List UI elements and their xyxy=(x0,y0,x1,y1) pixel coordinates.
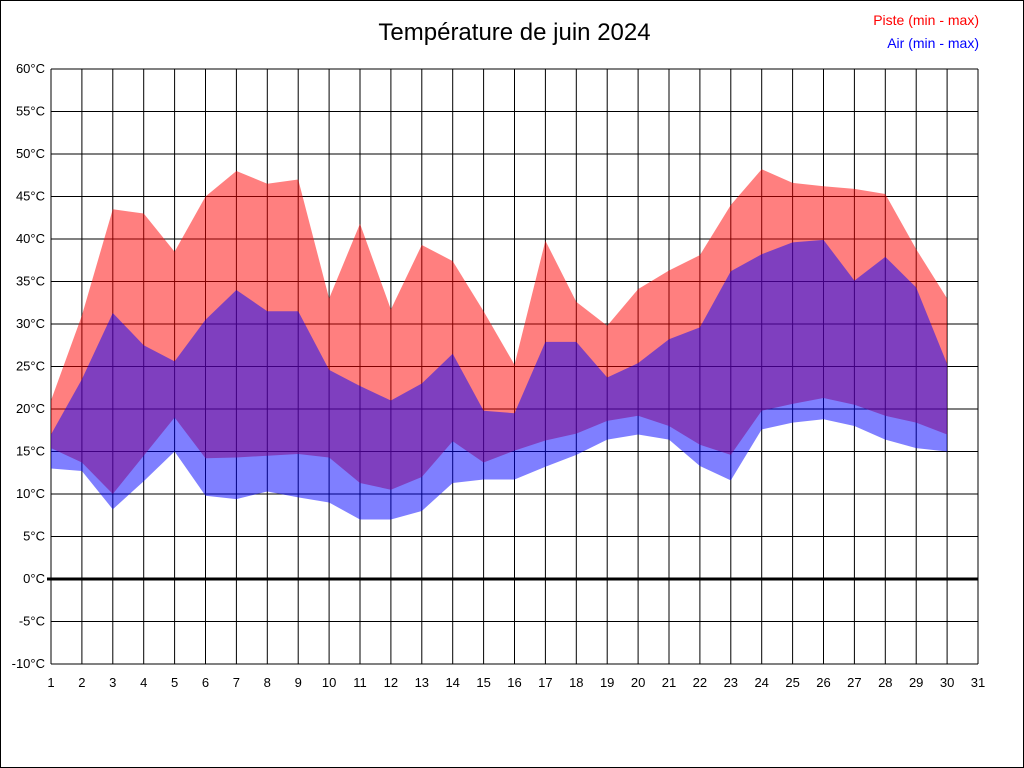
svg-text:11: 11 xyxy=(353,675,367,690)
svg-text:26: 26 xyxy=(816,675,830,690)
svg-text:13: 13 xyxy=(415,675,429,690)
svg-text:22: 22 xyxy=(693,675,707,690)
chart-title: Température de juin 2024 xyxy=(378,19,651,46)
svg-text:25: 25 xyxy=(785,675,799,690)
svg-text:10°C: 10°C xyxy=(16,486,45,501)
svg-text:-5°C: -5°C xyxy=(19,614,45,629)
svg-text:15°C: 15°C xyxy=(16,444,45,459)
svg-text:0°C: 0°C xyxy=(23,571,45,586)
svg-text:4: 4 xyxy=(140,675,147,690)
svg-text:20°C: 20°C xyxy=(16,401,45,416)
svg-text:1: 1 xyxy=(47,675,54,690)
svg-text:18: 18 xyxy=(569,675,583,690)
svg-text:31: 31 xyxy=(971,675,985,690)
svg-text:12: 12 xyxy=(384,675,398,690)
air-band xyxy=(51,239,948,520)
legend-entry-air: Air (min - max) xyxy=(887,35,979,51)
svg-text:29: 29 xyxy=(909,675,923,690)
svg-text:55°C: 55°C xyxy=(16,104,45,119)
y-axis-labels: 60°C 55°C 50°C 45°C 40°C 35°C 30°C 25°C 20°C 15°C… xyxy=(12,61,45,671)
svg-text:16: 16 xyxy=(507,675,521,690)
svg-text:10: 10 xyxy=(322,675,336,690)
x-axis-labels: 1 2 3 4 5 6 7 8 9 10 11 12 13 14 15 16 17 18 19 20 21 22 23 24 2… xyxy=(47,675,985,690)
svg-text:9: 9 xyxy=(295,675,302,690)
legend-entry-piste: Piste (min - max) xyxy=(873,12,979,28)
svg-text:14: 14 xyxy=(445,675,459,690)
svg-text:19: 19 xyxy=(600,675,614,690)
svg-text:15: 15 xyxy=(476,675,490,690)
svg-text:5°C: 5°C xyxy=(23,529,45,544)
svg-text:23: 23 xyxy=(724,675,738,690)
svg-text:17: 17 xyxy=(538,675,552,690)
svg-text:5: 5 xyxy=(171,675,178,690)
svg-text:24: 24 xyxy=(754,675,768,690)
svg-text:21: 21 xyxy=(662,675,676,690)
svg-text:40°C: 40°C xyxy=(16,231,45,246)
svg-text:28: 28 xyxy=(878,675,892,690)
svg-text:7: 7 xyxy=(233,675,240,690)
svg-text:50°C: 50°C xyxy=(16,146,45,161)
svg-text:3: 3 xyxy=(109,675,116,690)
svg-text:2: 2 xyxy=(78,675,85,690)
svg-text:8: 8 xyxy=(264,675,271,690)
svg-text:27: 27 xyxy=(847,675,861,690)
chart-legend: Piste (min - max) Air (min - max) xyxy=(873,9,979,55)
svg-text:30°C: 30°C xyxy=(16,316,45,331)
svg-text:60°C: 60°C xyxy=(16,61,45,76)
svg-text:30: 30 xyxy=(940,675,954,690)
svg-text:35°C: 35°C xyxy=(16,274,45,289)
svg-text:20: 20 xyxy=(631,675,645,690)
svg-text:6: 6 xyxy=(202,675,209,690)
svg-text:-10°C: -10°C xyxy=(12,656,45,671)
svg-text:25°C: 25°C xyxy=(16,359,45,374)
svg-text:45°C: 45°C xyxy=(16,189,45,204)
